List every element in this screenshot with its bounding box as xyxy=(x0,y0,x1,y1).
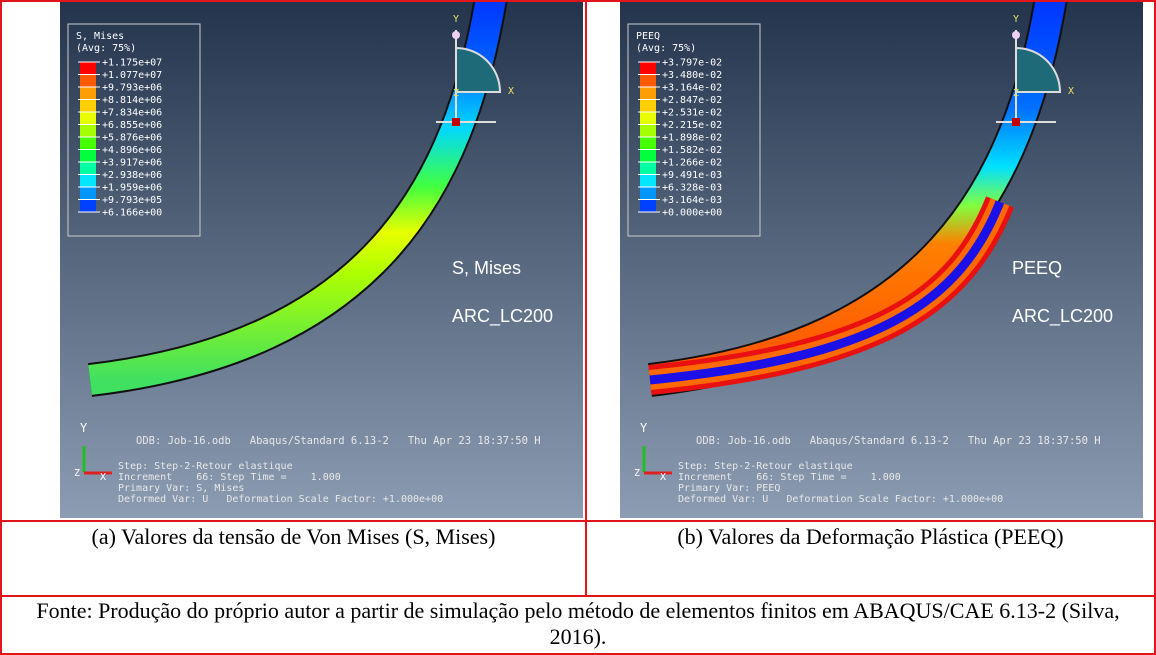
legend-swatch xyxy=(80,137,96,150)
triad-label: X xyxy=(1068,86,1074,97)
source-note: Fonte: Produção do próprio autor a parti… xyxy=(0,598,1156,650)
triad-label: Y xyxy=(640,421,648,435)
legend-value: +6.855e+06 xyxy=(102,120,162,131)
triad-label: X xyxy=(660,472,666,483)
legend-value: +5.876e+06 xyxy=(102,133,162,144)
legend-swatch xyxy=(640,112,656,125)
legend-swatch xyxy=(640,125,656,138)
legend-value: +3.917e+06 xyxy=(102,158,162,169)
info-line: Step: Step-2-Retour elastique xyxy=(678,461,853,472)
legend-swatch xyxy=(80,162,96,175)
view-label: PEEQ xyxy=(1012,258,1062,278)
legend-value: +2.531e-02 xyxy=(662,108,722,119)
legend-swatch xyxy=(80,150,96,163)
legend-subtitle: (Avg: 75%) xyxy=(76,43,136,54)
triad-label: Y xyxy=(1013,14,1019,25)
triad-label: Z xyxy=(634,468,640,479)
legend-swatch xyxy=(80,187,96,200)
legend-value: +0.000e+00 xyxy=(662,208,722,219)
legend-value: +3.480e-02 xyxy=(662,70,722,81)
triad-node xyxy=(452,31,460,39)
legend-title: PEEQ xyxy=(636,31,660,42)
legend-swatch xyxy=(640,137,656,150)
legend-swatch xyxy=(640,62,656,75)
legend-value: +2.938e+06 xyxy=(102,170,162,181)
info-line: ODB: Job-16.odb Abaqus/Standard 6.13-2 T… xyxy=(696,435,1101,447)
legend-swatch xyxy=(640,87,656,100)
legend-swatch xyxy=(80,100,96,113)
legend-value: +1.582e-02 xyxy=(662,145,722,156)
legend-swatch xyxy=(640,175,656,188)
legend-swatch xyxy=(640,200,656,213)
legend-value: +9.793e+06 xyxy=(102,83,162,94)
legend-value: +8.814e+06 xyxy=(102,95,162,106)
legend-value: +1.175e+07 xyxy=(102,58,162,69)
triad-label: Y xyxy=(453,14,459,25)
viewport: PEEQ(Avg: 75%)+3.797e-02+3.480e-02+3.164… xyxy=(620,2,1143,518)
info-line: Increment 66: Step Time = 1.000 xyxy=(118,472,341,483)
legend-title: S, Mises xyxy=(76,31,124,42)
legend-swatch xyxy=(640,100,656,113)
info-line: Increment 66: Step Time = 1.000 xyxy=(678,472,901,483)
info-line: Deformed Var: U Deformation Scale Factor… xyxy=(678,494,1003,505)
legend-swatch xyxy=(640,150,656,163)
triad-node xyxy=(1012,118,1020,126)
triad-label: Z xyxy=(453,88,459,99)
legend-value: +7.834e+06 xyxy=(102,108,162,119)
info-line: ODB: Job-16.odb Abaqus/Standard 6.13-2 T… xyxy=(136,435,541,447)
figure-page: (a) Valores da tensão de Von Mises (S, M… xyxy=(0,0,1156,655)
triad-label: X xyxy=(508,86,514,97)
view-label: S, Mises xyxy=(452,258,521,278)
legend-value: +3.797e-02 xyxy=(662,58,722,69)
legend-swatch xyxy=(80,200,96,213)
legend-value: +1.077e+07 xyxy=(102,70,162,81)
legend-value: +2.215e-02 xyxy=(662,120,722,131)
legend-swatch xyxy=(80,125,96,138)
info-line: Step: Step-2-Retour elastique xyxy=(118,461,293,472)
info-line: Primary Var: PEEQ xyxy=(678,483,780,494)
legend-swatch xyxy=(640,75,656,88)
triad-label: X xyxy=(100,472,106,483)
legend-subtitle: (Avg: 75%) xyxy=(636,43,696,54)
triad-label: Y xyxy=(80,421,88,435)
legend-swatch xyxy=(80,87,96,100)
legend-value: +3.164e-02 xyxy=(662,83,722,94)
legend-swatch xyxy=(80,112,96,125)
legend-value: +1.266e-02 xyxy=(662,158,722,169)
viewport: S, Mises(Avg: 75%)+1.175e+07+1.077e+07+9… xyxy=(60,2,583,518)
triad-node xyxy=(1012,31,1020,39)
model-label: ARC_LC200 xyxy=(1012,306,1113,327)
legend-value: +2.847e-02 xyxy=(662,95,722,106)
legend-swatch xyxy=(640,187,656,200)
legend-value: +9.793e+05 xyxy=(102,195,162,206)
triad-node xyxy=(452,118,460,126)
legend-swatch xyxy=(80,175,96,188)
caption: (b) Valores da Deformação Plástica (PEEQ… xyxy=(585,524,1156,550)
info-line: Deformed Var: U Deformation Scale Factor… xyxy=(118,494,443,505)
legend-value: +6.328e-03 xyxy=(662,183,722,194)
caption: (a) Valores da tensão de Von Mises (S, M… xyxy=(0,524,587,550)
legend-value: +6.166e+00 xyxy=(102,208,162,219)
legend-swatch xyxy=(640,162,656,175)
legend-value: +9.491e-03 xyxy=(662,170,722,181)
triad-label: Z xyxy=(1013,88,1019,99)
legend-value: +1.959e+06 xyxy=(102,183,162,194)
legend-value: +3.164e-03 xyxy=(662,195,722,206)
triad-label: Z xyxy=(74,468,80,479)
fem-screenshot: PEEQ(Avg: 75%)+3.797e-02+3.480e-02+3.164… xyxy=(620,2,1143,518)
info-line: Primary Var: S, Mises xyxy=(118,483,244,494)
fem-screenshot: S, Mises(Avg: 75%)+1.175e+07+1.077e+07+9… xyxy=(60,2,583,518)
model-label: ARC_LC200 xyxy=(452,306,553,327)
legend-value: +1.898e-02 xyxy=(662,133,722,144)
legend-swatch xyxy=(80,75,96,88)
legend-swatch xyxy=(80,62,96,75)
legend-value: +4.896e+06 xyxy=(102,145,162,156)
